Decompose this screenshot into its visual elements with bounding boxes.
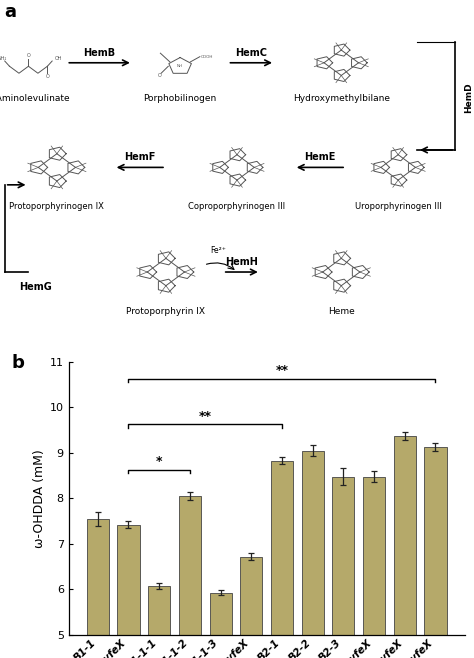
Text: Porphobilinogen: Porphobilinogen	[144, 94, 217, 103]
Text: Fe²⁺: Fe²⁺	[210, 245, 226, 255]
Bar	[148, 586, 170, 658]
Text: a: a	[5, 3, 17, 22]
Text: HemD: HemD	[465, 82, 474, 113]
Text: **: **	[199, 410, 212, 423]
Bar	[87, 519, 109, 658]
Text: b: b	[11, 354, 24, 372]
Bar	[210, 593, 232, 658]
Bar	[118, 525, 139, 658]
Text: HemC: HemC	[235, 47, 267, 57]
Text: HemE: HemE	[304, 152, 336, 162]
Text: NH: NH	[177, 64, 183, 68]
Text: 5-Aminolevulinate: 5-Aminolevulinate	[0, 94, 70, 103]
Bar	[301, 451, 324, 658]
Text: Protoporphyrin IX: Protoporphyrin IX	[127, 307, 205, 316]
Text: Heme: Heme	[328, 307, 355, 316]
Text: HemH: HemH	[225, 257, 258, 266]
Text: O: O	[158, 73, 162, 78]
Text: HemG: HemG	[19, 282, 52, 292]
Text: *: *	[156, 455, 163, 468]
Text: COOH: COOH	[201, 55, 213, 59]
Text: Protoporphyrinogen IX: Protoporphyrinogen IX	[9, 202, 104, 211]
Bar	[394, 436, 416, 658]
Text: Coproporphyrinogen III: Coproporphyrinogen III	[189, 202, 285, 211]
Text: Hydroxymethylbilane: Hydroxymethylbilane	[293, 94, 390, 103]
Text: HemF: HemF	[124, 152, 155, 162]
Bar	[332, 476, 355, 658]
Text: **: **	[275, 365, 289, 378]
Text: Uroporphyrinogen III: Uroporphyrinogen III	[355, 202, 442, 211]
Y-axis label: ω-OHDDA (mM): ω-OHDDA (mM)	[33, 449, 46, 548]
Text: OH: OH	[55, 56, 62, 61]
Text: HemB: HemB	[83, 47, 116, 57]
Bar	[271, 461, 293, 658]
Text: O: O	[46, 74, 49, 79]
Bar	[179, 496, 201, 658]
Bar	[240, 557, 262, 658]
Bar	[424, 447, 447, 658]
Text: NH₂: NH₂	[0, 56, 7, 61]
Bar	[363, 476, 385, 658]
Text: O: O	[27, 53, 30, 59]
